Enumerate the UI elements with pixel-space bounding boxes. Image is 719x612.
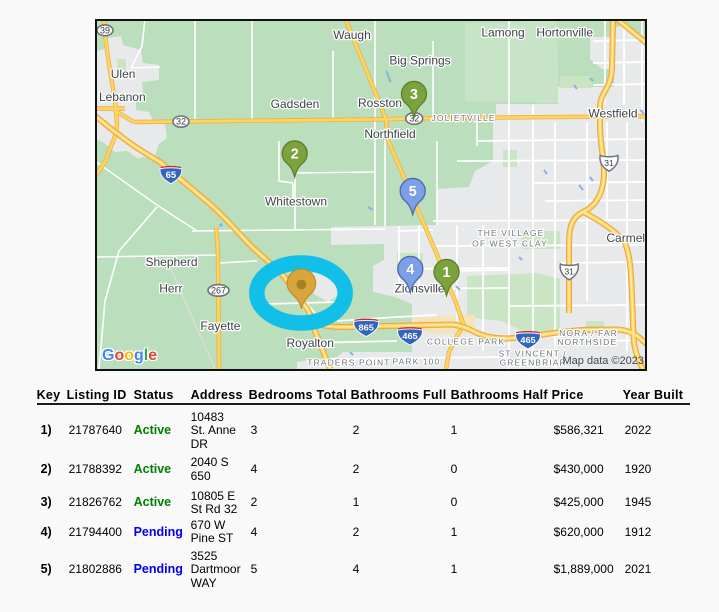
svg-text:Ulen: Ulen [111, 67, 136, 81]
svg-text:3: 3 [410, 87, 418, 103]
svg-text:Lamong: Lamong [481, 25, 524, 39]
svg-text:267: 267 [211, 286, 226, 296]
svg-text:1: 1 [443, 265, 451, 281]
svg-text:2: 2 [291, 146, 299, 162]
svg-text:4: 4 [406, 262, 414, 278]
svg-text:Shepherd: Shepherd [145, 255, 197, 269]
svg-text:OF WEST CLAY: OF WEST CLAY [472, 238, 548, 248]
svg-text:Royalton: Royalton [287, 336, 334, 350]
svg-text:31: 31 [564, 267, 574, 277]
svg-text:865: 865 [359, 323, 374, 333]
svg-text:Gadsden: Gadsden [271, 97, 320, 111]
svg-text:ST VINCENT /: ST VINCENT / [499, 349, 567, 359]
svg-text:465: 465 [402, 332, 417, 342]
svg-text:Rosston: Rosston [358, 96, 402, 110]
svg-text:Big Springs: Big Springs [389, 54, 450, 68]
svg-text:NORTHSIDE: NORTHSIDE [557, 337, 617, 347]
svg-text:465: 465 [520, 335, 535, 345]
svg-text:39: 39 [100, 25, 110, 35]
svg-text:Northfield: Northfield [364, 127, 415, 141]
svg-text:Fayette: Fayette [200, 319, 240, 333]
svg-text:Herr: Herr [159, 282, 182, 296]
svg-text:5: 5 [409, 184, 417, 200]
svg-text:Carmel: Carmel [606, 231, 645, 245]
svg-text:32: 32 [409, 114, 419, 124]
svg-text:Whitestown: Whitestown [265, 195, 327, 209]
svg-text:Hortonville: Hortonville [536, 25, 593, 39]
svg-text:PARK 100: PARK 100 [392, 357, 440, 367]
svg-text:Waugh: Waugh [333, 28, 371, 42]
svg-text:GREENBRIAR: GREENBRIAR [500, 357, 567, 367]
svg-text:NORA / FAR: NORA / FAR [559, 328, 618, 338]
svg-text:32: 32 [176, 117, 186, 127]
svg-text:31: 31 [604, 158, 614, 168]
svg-text:65: 65 [166, 170, 177, 181]
svg-text:TRADERS POINT: TRADERS POINT [307, 358, 390, 368]
svg-text:Zionsville: Zionsville [395, 282, 445, 296]
svg-text:JOLIETVILLE: JOLIETVILLE [432, 113, 496, 123]
svg-text:THE VILLAGE: THE VILLAGE [477, 228, 544, 238]
svg-text:Lebanon: Lebanon [99, 90, 146, 104]
svg-text:COLLEGE PARK: COLLEGE PARK [427, 337, 505, 347]
svg-text:Westfield: Westfield [588, 106, 637, 120]
